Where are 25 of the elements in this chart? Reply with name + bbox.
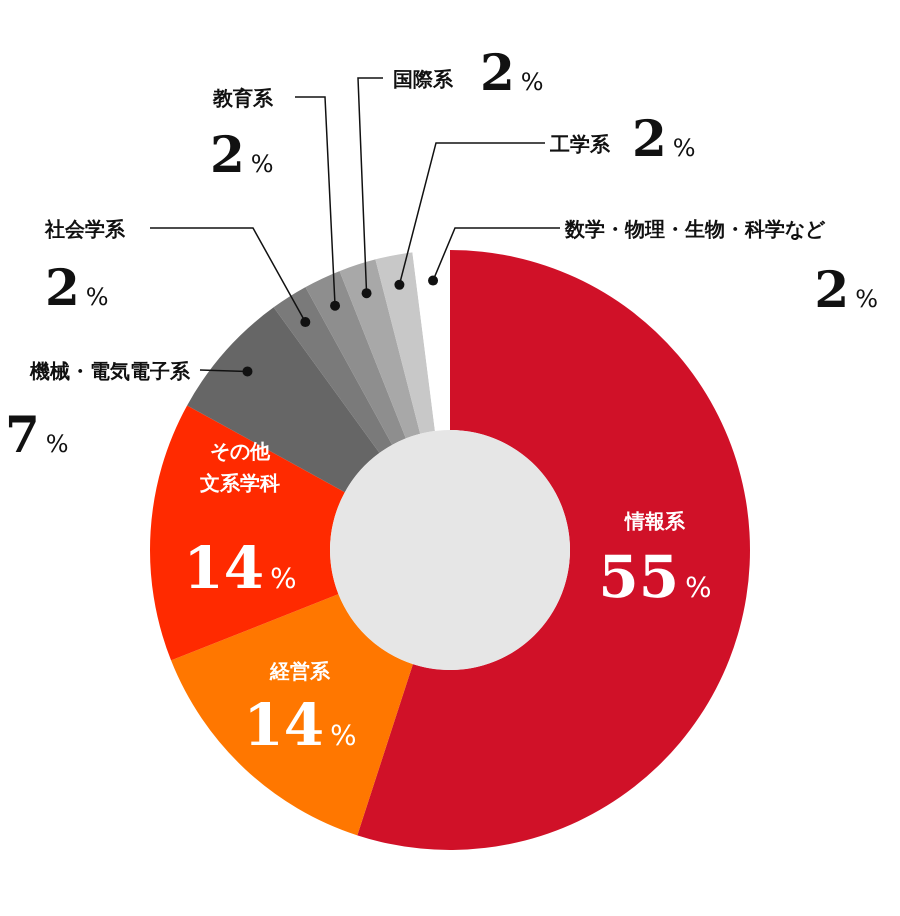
slice-label: 社会学系: [44, 217, 126, 241]
slice-label: その他文系学科: [199, 439, 280, 495]
donut-slice: [357, 250, 750, 850]
donut-slice: [171, 594, 413, 836]
donut-slice: [150, 405, 345, 660]
data-label: 2%: [480, 43, 544, 102]
data-label: 2%: [210, 125, 274, 184]
donut-slice: [305, 271, 406, 445]
data-label: 2%: [45, 258, 109, 317]
slice-label: 数学・物理・生物・科学など: [564, 217, 826, 241]
slice-label: 教育系: [212, 86, 274, 110]
data-label: 55%: [598, 543, 712, 611]
donut-slice: [274, 287, 392, 453]
data-label: 7%: [5, 405, 69, 464]
donut-slice: [375, 252, 435, 434]
slice-label: 経営系: [269, 659, 331, 683]
slice-label: 国際系: [393, 67, 454, 91]
data-label: 2%: [632, 109, 696, 168]
data-label: 14%: [183, 534, 297, 602]
data-label: 2%: [814, 260, 878, 319]
slice-label: 機械・電気電子系: [29, 359, 191, 383]
slice-label: 工学系: [549, 132, 611, 156]
data-label: 14%: [243, 691, 357, 759]
slice-label: 情報系: [623, 509, 686, 533]
donut-slice: [340, 259, 420, 438]
